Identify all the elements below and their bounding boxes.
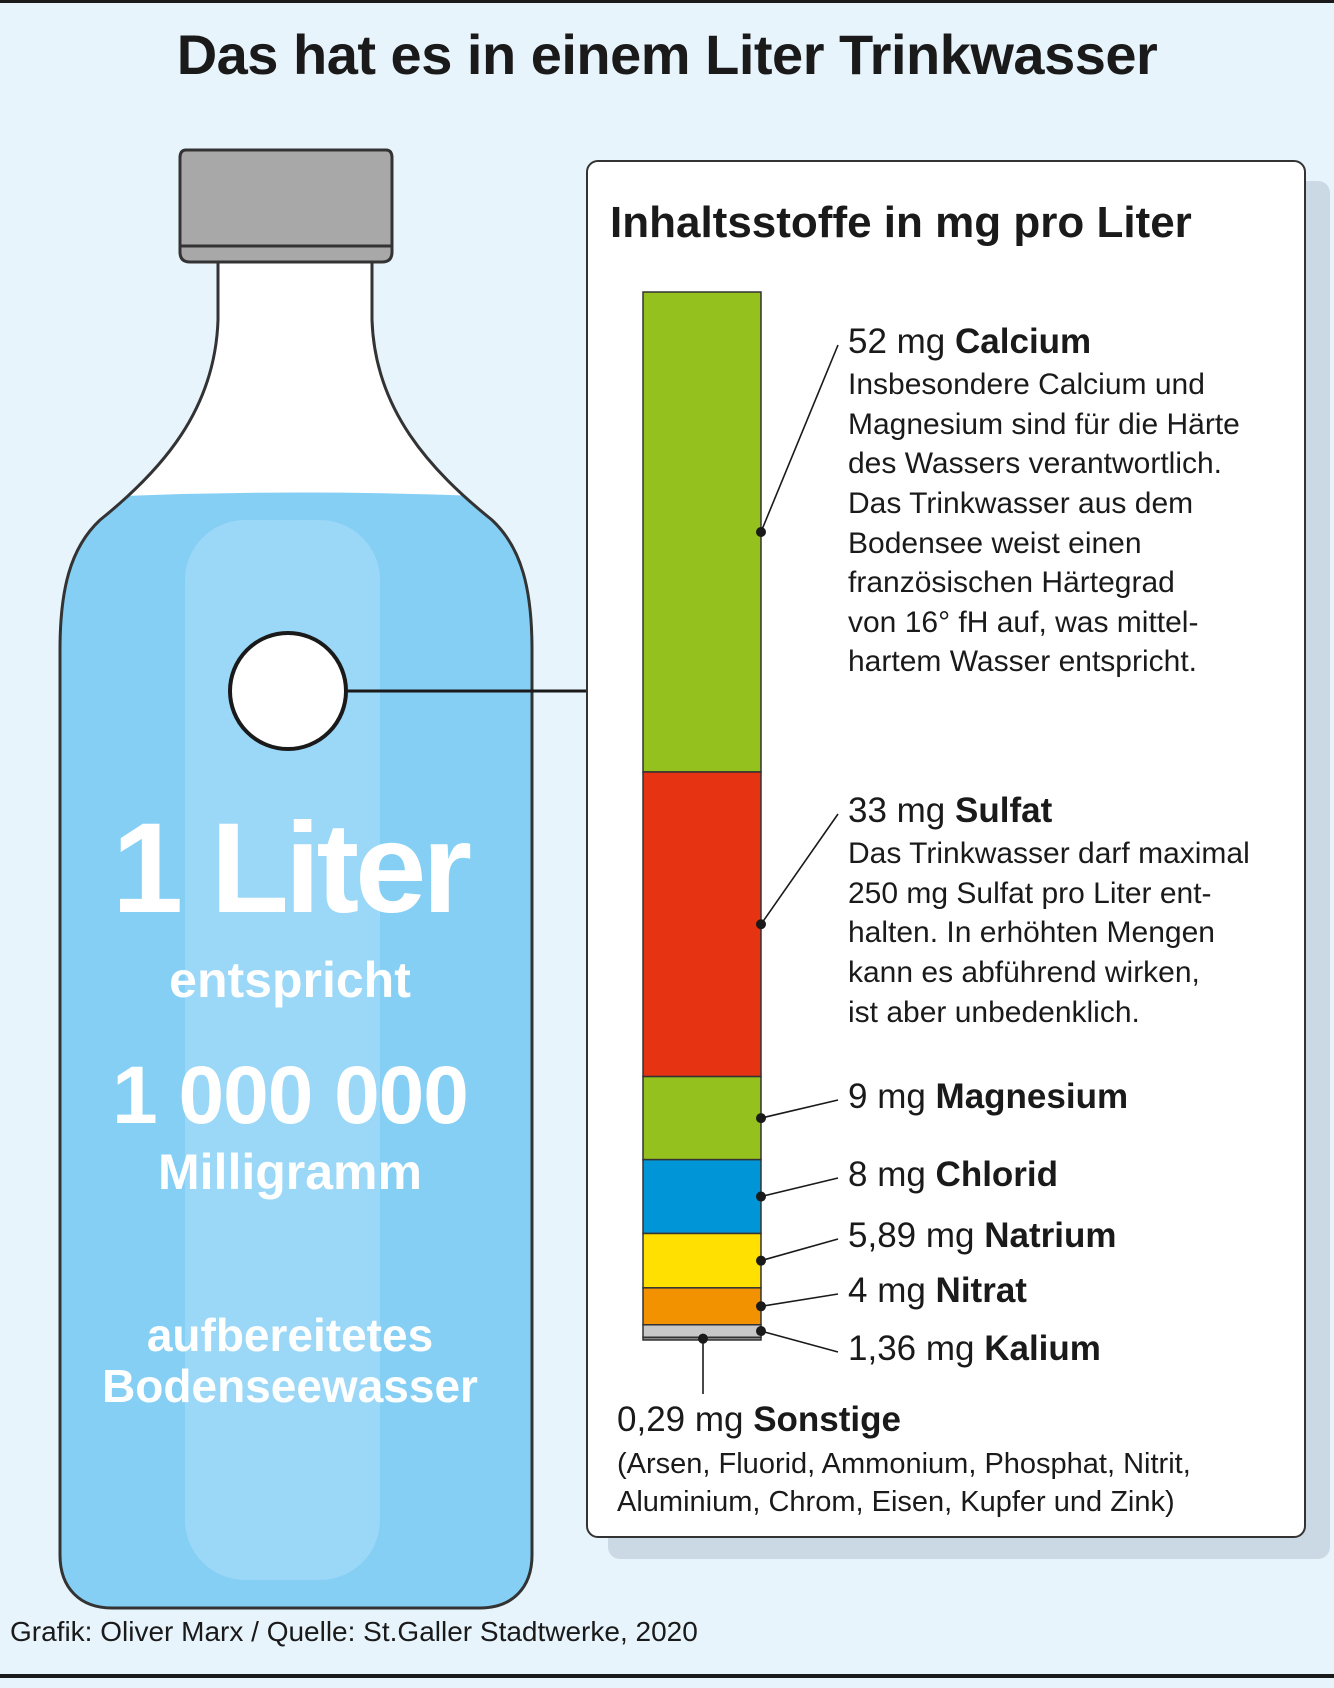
water-surface [60, 492, 532, 510]
bottle-source-label: aufbereitetes Bodenseewasser [70, 1310, 510, 1411]
label-natrium-value: 5,89 mg [848, 1216, 975, 1255]
bottle-liter-label: 1 Liter [111, 797, 472, 940]
bottle-illustration [58, 148, 586, 1610]
label-magnesium: 9 mg Magnesium [848, 1077, 1128, 1116]
label-natrium-name: Natrium [984, 1216, 1117, 1255]
label-sonstige-value: 0,29 mg [617, 1400, 744, 1439]
label-chlorid-value: 8 mg [848, 1155, 926, 1194]
label-sulfat-name: Sulfat [955, 791, 1053, 830]
label-kalium-name: Kalium [984, 1329, 1101, 1368]
label-nitrat-name: Nitrat [935, 1271, 1027, 1310]
label-sulfat: 33 mg Sulfat Das Trinkwasser darf maxima… [848, 791, 1250, 1032]
bottle-million-label: 1 000 000 [112, 1050, 469, 1141]
label-chlorid: 8 mg Chlorid [848, 1155, 1058, 1194]
label-calcium-description: Insbesondere Calcium und Magnesium sind … [848, 368, 1240, 679]
magnifier-circle [228, 631, 348, 751]
label-sulfat-value: 33 mg [848, 791, 946, 830]
bottom-rule [0, 1674, 1334, 1678]
label-nitrat-value: 4 mg [848, 1271, 926, 1310]
source-credit: Grafik: Oliver Marx / Quelle: St.Galler … [10, 1616, 698, 1647]
page-title: Das hat es in einem Liter Trinkwasser [176, 23, 1158, 86]
panel-title: Inhaltsstoffe in mg pro Liter [610, 198, 1192, 247]
bottle-milligramm-label: Milligramm [158, 1144, 422, 1200]
bottle-entspricht-label: entspricht [169, 952, 411, 1008]
label-calcium-name: Calcium [955, 322, 1092, 361]
label-sonstige-description: (Arsen, Fluorid, Ammonium, Phosphat, Nit… [617, 1448, 1191, 1518]
label-kalium-value: 1,36 mg [848, 1329, 975, 1368]
label-sulfat-description: Das Trinkwasser darf maximal 250 mg Sulf… [848, 837, 1250, 1029]
bottle-highlight [185, 520, 380, 1580]
label-sonstige-name: Sonstige [753, 1400, 901, 1439]
bottle-source-line1: aufbereitetes [146, 1309, 434, 1361]
label-kalium: 1,36 mg Kalium [848, 1329, 1101, 1368]
label-magnesium-value: 9 mg [848, 1077, 926, 1116]
label-chlorid-name: Chlorid [935, 1155, 1059, 1194]
bottle-cap [178, 148, 394, 264]
label-calcium: 52 mg Calcium Insbesondere Calcium und M… [848, 322, 1240, 682]
label-calcium-value: 52 mg [848, 322, 946, 361]
label-natrium: 5,89 mg Natrium [848, 1216, 1116, 1255]
label-magnesium-name: Magnesium [935, 1077, 1129, 1116]
label-nitrat: 4 mg Nitrat [848, 1271, 1027, 1310]
top-rule [0, 0, 1334, 3]
label-sonstige: 0,29 mg Sonstige (Arsen, Fluorid, Ammoni… [617, 1400, 1191, 1521]
bottle-source-line2: Bodenseewasser [102, 1359, 478, 1412]
